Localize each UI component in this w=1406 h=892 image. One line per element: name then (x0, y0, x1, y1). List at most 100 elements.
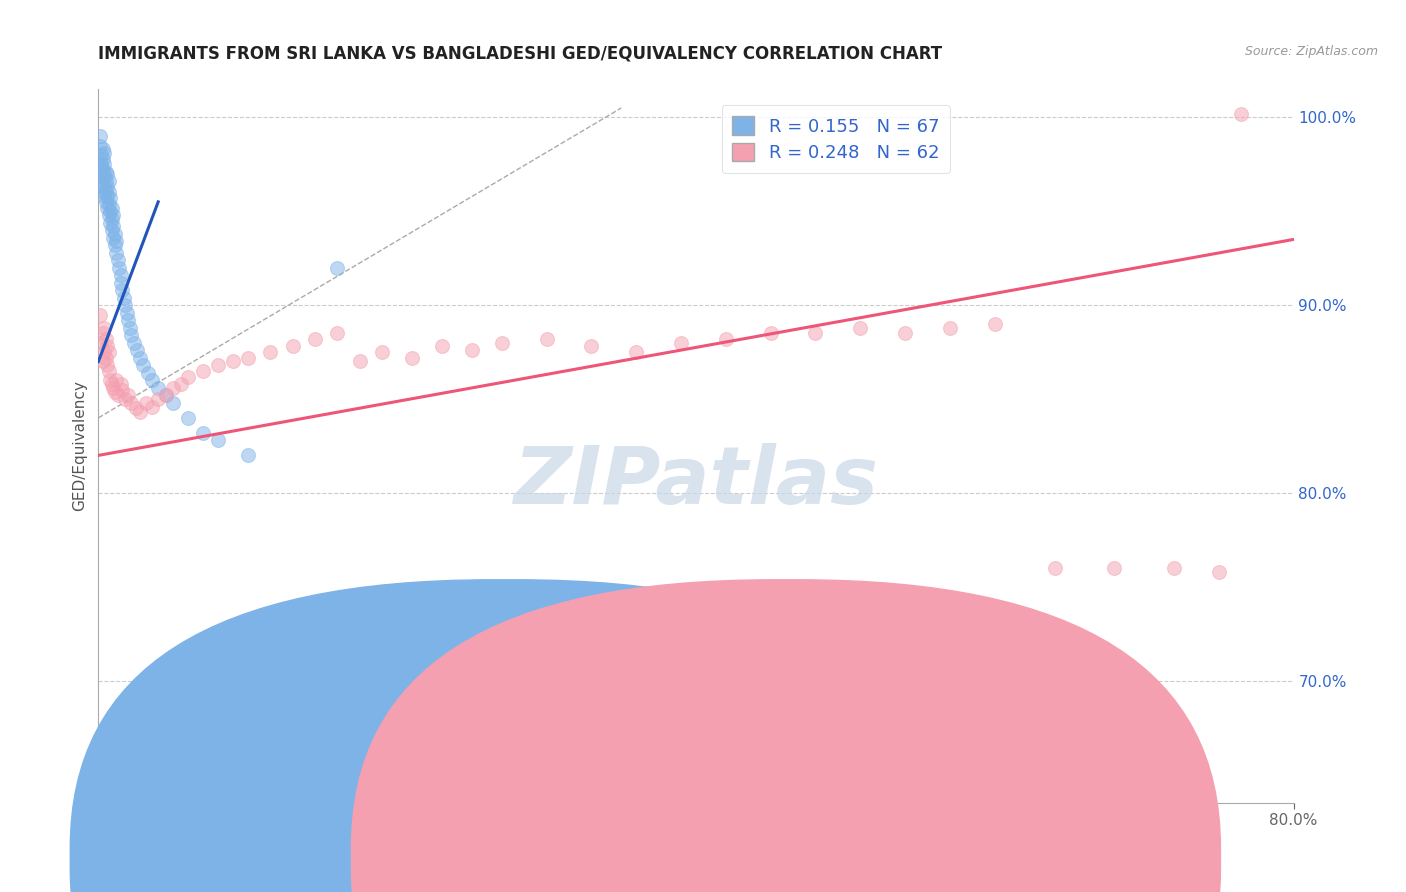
Point (103, 219, 125, 234)
Point (96, 179, 118, 194)
Point (103, 208, 125, 222)
Point (491, 335, 513, 350)
Point (101, 377, 124, 392)
Text: Source: ZipAtlas.com: Source: ZipAtlas.com (1244, 45, 1378, 58)
Point (101, 201, 124, 215)
Point (100, 204, 122, 219)
Point (104, 384, 127, 399)
Y-axis label: GED/Equivalency: GED/Equivalency (72, 381, 87, 511)
Point (110, 268, 132, 282)
Point (93, 179, 115, 194)
Legend: R = 0.155   N = 67, R = 0.248   N = 62: R = 0.155 N = 67, R = 0.248 N = 62 (721, 105, 950, 173)
Point (114, 298, 136, 312)
Point (169, 377, 191, 392)
Point (141, 373, 163, 387)
Point (105, 245, 128, 260)
Point (103, 230, 125, 244)
Point (155, 388, 177, 402)
Point (117, 313, 139, 327)
Point (93, 146, 115, 161)
Point (148, 381, 170, 395)
Point (141, 400, 163, 414)
Point (107, 253, 129, 268)
Point (91, 354, 114, 368)
Point (349, 354, 371, 368)
Point (207, 358, 229, 372)
Point (114, 392, 136, 406)
Point (1104, 561, 1126, 575)
Point (581, 339, 603, 353)
Point (100, 373, 122, 387)
Point (91, 326, 114, 341)
Point (89, 129, 111, 144)
Point (93, 189, 115, 203)
Point (714, 332, 737, 346)
Point (115, 306, 138, 320)
Point (135, 396, 157, 410)
Point (108, 260, 131, 275)
Point (91, 152, 114, 166)
Point (96, 189, 118, 203)
Point (371, 345, 394, 359)
Point (91, 163, 114, 178)
Point (401, 351, 423, 365)
Point (91, 186, 114, 200)
Point (105, 373, 128, 387)
Point (127, 343, 149, 358)
Point (97, 345, 120, 359)
Point (97, 174, 120, 188)
Point (894, 326, 917, 341)
Point (89, 308, 111, 322)
Point (94, 174, 117, 188)
Point (96, 339, 118, 353)
Point (804, 326, 827, 341)
Point (103, 381, 125, 395)
Point (236, 449, 259, 463)
Point (97, 364, 120, 378)
Point (222, 354, 245, 368)
Point (132, 358, 155, 372)
Point (97, 208, 120, 222)
Point (120, 396, 142, 410)
Point (461, 343, 484, 358)
Text: IMMIGRANTS FROM SRI LANKA VS BANGLADESHI GED/EQUIVALENCY CORRELATION CHART: IMMIGRANTS FROM SRI LANKA VS BANGLADESHI… (98, 45, 942, 62)
Point (94, 165, 117, 179)
Text: Bangladeshis: Bangladeshis (808, 852, 911, 866)
Point (259, 345, 281, 359)
Point (177, 369, 200, 384)
Point (93, 167, 115, 181)
Point (984, 317, 1007, 331)
Point (104, 238, 127, 252)
Point (96, 201, 118, 215)
Point (101, 223, 124, 237)
Point (1163, 561, 1185, 575)
Point (101, 211, 124, 226)
Point (759, 326, 782, 341)
Point (90, 167, 112, 181)
Point (124, 335, 146, 350)
Point (90, 148, 112, 162)
Point (111, 383, 134, 397)
Point (430, 339, 453, 353)
Point (669, 335, 692, 350)
Point (177, 410, 200, 425)
Point (1230, 106, 1253, 120)
Point (93, 157, 115, 171)
Point (207, 434, 229, 448)
Point (100, 215, 122, 229)
Point (94, 351, 117, 365)
Point (191, 425, 214, 440)
Point (97, 186, 120, 200)
Point (90, 176, 112, 190)
Point (94, 186, 117, 200)
Point (96, 167, 118, 181)
Point (191, 364, 214, 378)
Point (162, 381, 184, 395)
Point (94, 194, 117, 209)
Point (326, 326, 349, 341)
Point (1043, 561, 1066, 575)
Point (107, 388, 129, 402)
Point (536, 332, 558, 346)
Point (110, 276, 132, 290)
Text: ZIPatlas: ZIPatlas (513, 442, 879, 521)
